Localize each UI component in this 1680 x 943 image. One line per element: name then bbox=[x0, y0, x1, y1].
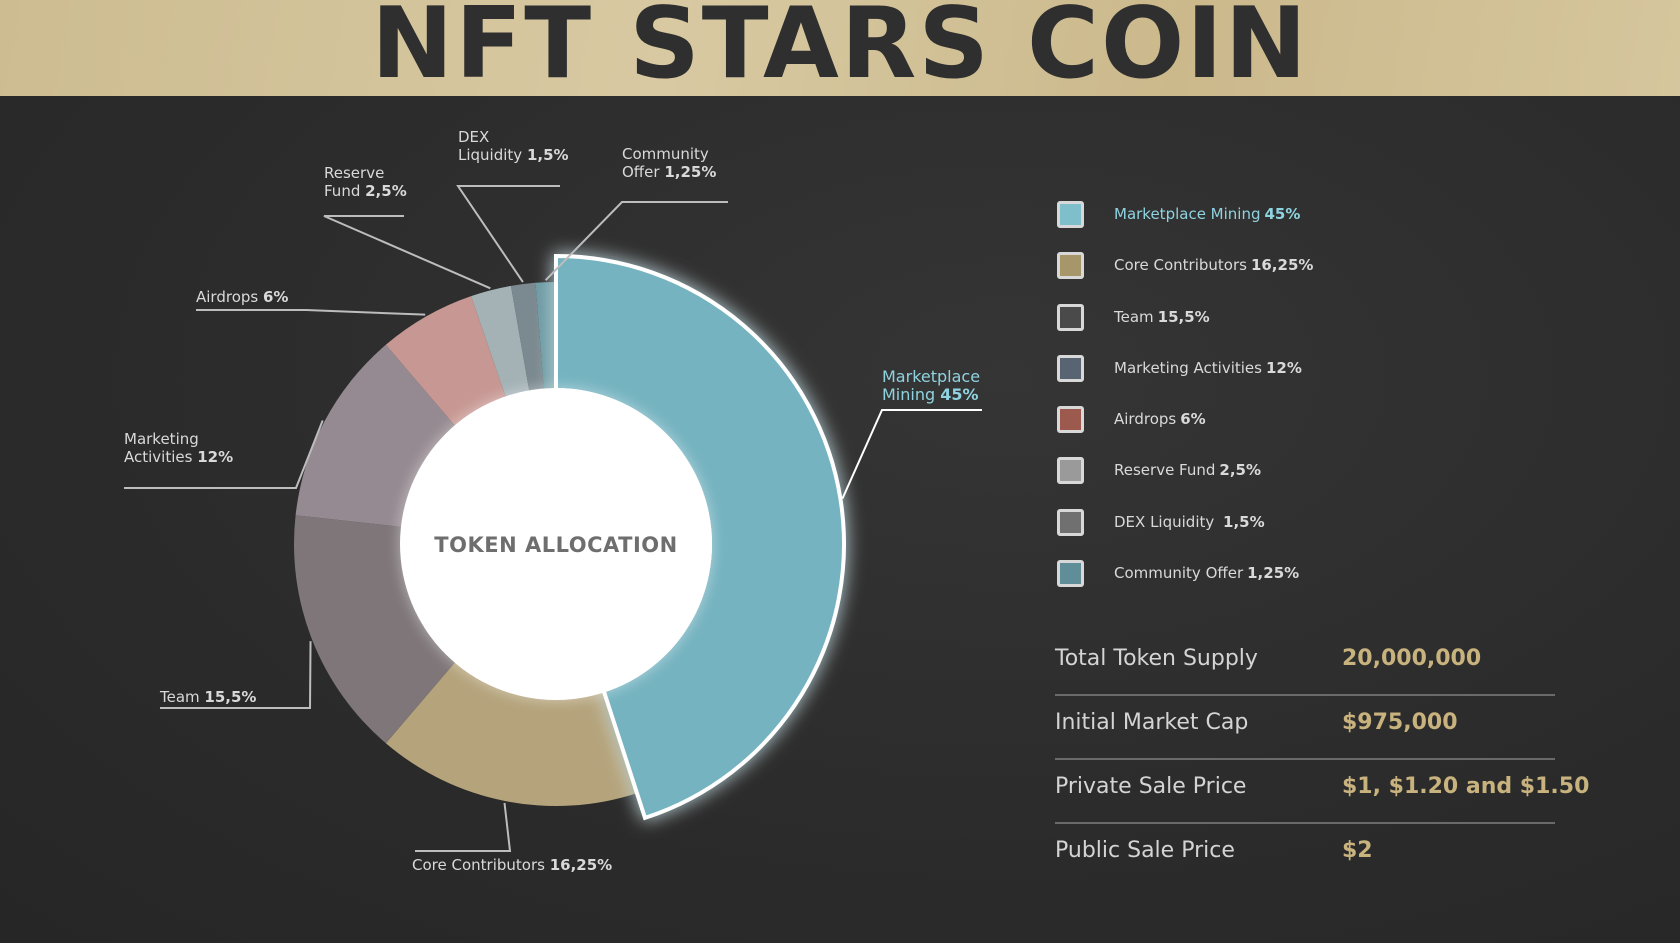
legend-item: Marketing Activities 12% bbox=[1057, 354, 1457, 386]
stat-row: Initial Market Cap $975,000 bbox=[1055, 696, 1555, 760]
legend-label-text: Core Contributors bbox=[1114, 256, 1247, 275]
legend-swatch bbox=[1057, 406, 1084, 434]
legend-label: DEX Liquidity 1,5% bbox=[1114, 513, 1265, 531]
stat-label: Public Sale Price bbox=[1055, 838, 1235, 863]
legend-percent: 15,5% bbox=[1157, 307, 1210, 326]
slice-community-offer bbox=[535, 282, 556, 391]
page-title: NFT STARS COIN bbox=[371, 0, 1309, 101]
legend-label-text: Community Offer bbox=[1114, 564, 1244, 583]
stat-label: Private Sale Price bbox=[1055, 774, 1247, 799]
stat-value: $2 bbox=[1342, 838, 1373, 863]
legend-label: Team 15,5% bbox=[1114, 308, 1210, 326]
legend-item: Airdrops 6% bbox=[1057, 405, 1457, 437]
legend-percent: 1,5% bbox=[1223, 512, 1265, 531]
legend-percent: 45% bbox=[1264, 205, 1301, 223]
legend-label-text: DEX Liquidity bbox=[1114, 512, 1220, 531]
legend-swatch bbox=[1057, 508, 1084, 536]
stat-row: Private Sale Price $1, $1.20 and $1.50 bbox=[1055, 760, 1589, 824]
stat-value: $1, $1.20 and $1.50 bbox=[1342, 774, 1590, 799]
slice-label-marketplace-mining: Marketplace Mining 45% bbox=[882, 367, 980, 404]
legend-swatch bbox=[1057, 354, 1084, 382]
stat-label: Initial Market Cap bbox=[1055, 710, 1249, 735]
legend-label: Community Offer 1,25% bbox=[1114, 564, 1299, 582]
stat-label: Total Token Supply bbox=[1055, 646, 1258, 671]
leader-line bbox=[160, 641, 312, 709]
leader-line bbox=[456, 185, 560, 283]
stat-value: 20,000,000 bbox=[1342, 646, 1482, 671]
legend-percent: 16,25% bbox=[1250, 256, 1314, 275]
legend-label-text: Reserve Fund bbox=[1114, 461, 1216, 480]
stat-row: Total Token Supply 20,000,000 bbox=[1055, 632, 1555, 696]
legend-item: Team 15,5% bbox=[1057, 303, 1457, 335]
slice-label-airdrops: Airdrops 6% bbox=[196, 288, 288, 306]
slice-reserve-fund bbox=[471, 285, 530, 399]
legend-swatch bbox=[1057, 303, 1084, 331]
legend-item: Community Offer 1,25% bbox=[1057, 559, 1457, 591]
legend-swatch bbox=[1057, 252, 1084, 280]
slice-airdrops bbox=[385, 296, 507, 427]
slice-label-core-contributors: Core Contributors 16,25% bbox=[412, 856, 612, 874]
token-stats-table: Total Token Supply 20,000,000 Initial Mark… bbox=[1055, 632, 1589, 886]
legend-label-text: Team bbox=[1114, 307, 1154, 326]
slice-label-community-offer: Community Offer 1,25% bbox=[622, 145, 716, 181]
leader-line bbox=[544, 201, 728, 281]
stat-value: $975,000 bbox=[1342, 710, 1458, 735]
donut-hole bbox=[400, 388, 712, 700]
legend-percent: 1,25% bbox=[1247, 564, 1300, 583]
slice-label-reserve-fund: Reserve Fund 2,5% bbox=[324, 164, 407, 200]
legend-swatch bbox=[1057, 457, 1084, 485]
slice-marketing-activities bbox=[295, 344, 456, 528]
stat-row: Public Sale Price $2 bbox=[1055, 824, 1555, 886]
slice-label-team: Team 15,5% bbox=[159, 688, 256, 706]
legend-label: Marketing Activities 12% bbox=[1114, 359, 1302, 377]
legend-label-text: Marketplace Mining bbox=[1114, 205, 1261, 223]
slice-label-marketing-activities: Marketing Activities 12% bbox=[124, 430, 233, 466]
legend-label-text: Airdrops bbox=[1114, 410, 1177, 429]
legend-item: Core Contributors 16,25% bbox=[1057, 251, 1457, 283]
slice-dex-liquidity bbox=[510, 282, 544, 393]
legend-item: DEX Liquidity 1,5% bbox=[1057, 508, 1457, 540]
legend-label: Reserve Fund 2,5% bbox=[1114, 461, 1261, 479]
legend-label: Core Contributors 16,25% bbox=[1114, 256, 1313, 274]
leader-line bbox=[841, 409, 982, 500]
legend-swatch bbox=[1057, 201, 1084, 228]
legend-label: Marketplace Mining 45% bbox=[1114, 205, 1300, 223]
legend-label: Airdrops 6% bbox=[1114, 410, 1206, 428]
leader-line bbox=[415, 802, 512, 852]
center-label: TOKEN ALLOCATION bbox=[434, 533, 677, 557]
legend-percent: 6% bbox=[1180, 410, 1206, 429]
legend-label-text: Marketing Activities bbox=[1114, 358, 1262, 377]
legend-percent: 2,5% bbox=[1219, 461, 1262, 480]
leader-line bbox=[124, 420, 324, 489]
legend: Marketplace Mining 45% Core Contributors 16… bbox=[1057, 200, 1457, 610]
leader-line bbox=[196, 309, 426, 316]
slice-label-dex-liquidity: DEX Liquidity 1,5% bbox=[458, 128, 569, 164]
leader-line bbox=[323, 215, 491, 290]
slice-team bbox=[294, 515, 456, 744]
legend-percent: 12% bbox=[1265, 358, 1302, 377]
legend-item: Reserve Fund 2,5% bbox=[1057, 456, 1457, 488]
legend-swatch bbox=[1057, 560, 1084, 588]
legend-item: Marketplace Mining 45% bbox=[1057, 200, 1457, 232]
title-banner: NFT STARS COIN bbox=[0, 0, 1680, 96]
